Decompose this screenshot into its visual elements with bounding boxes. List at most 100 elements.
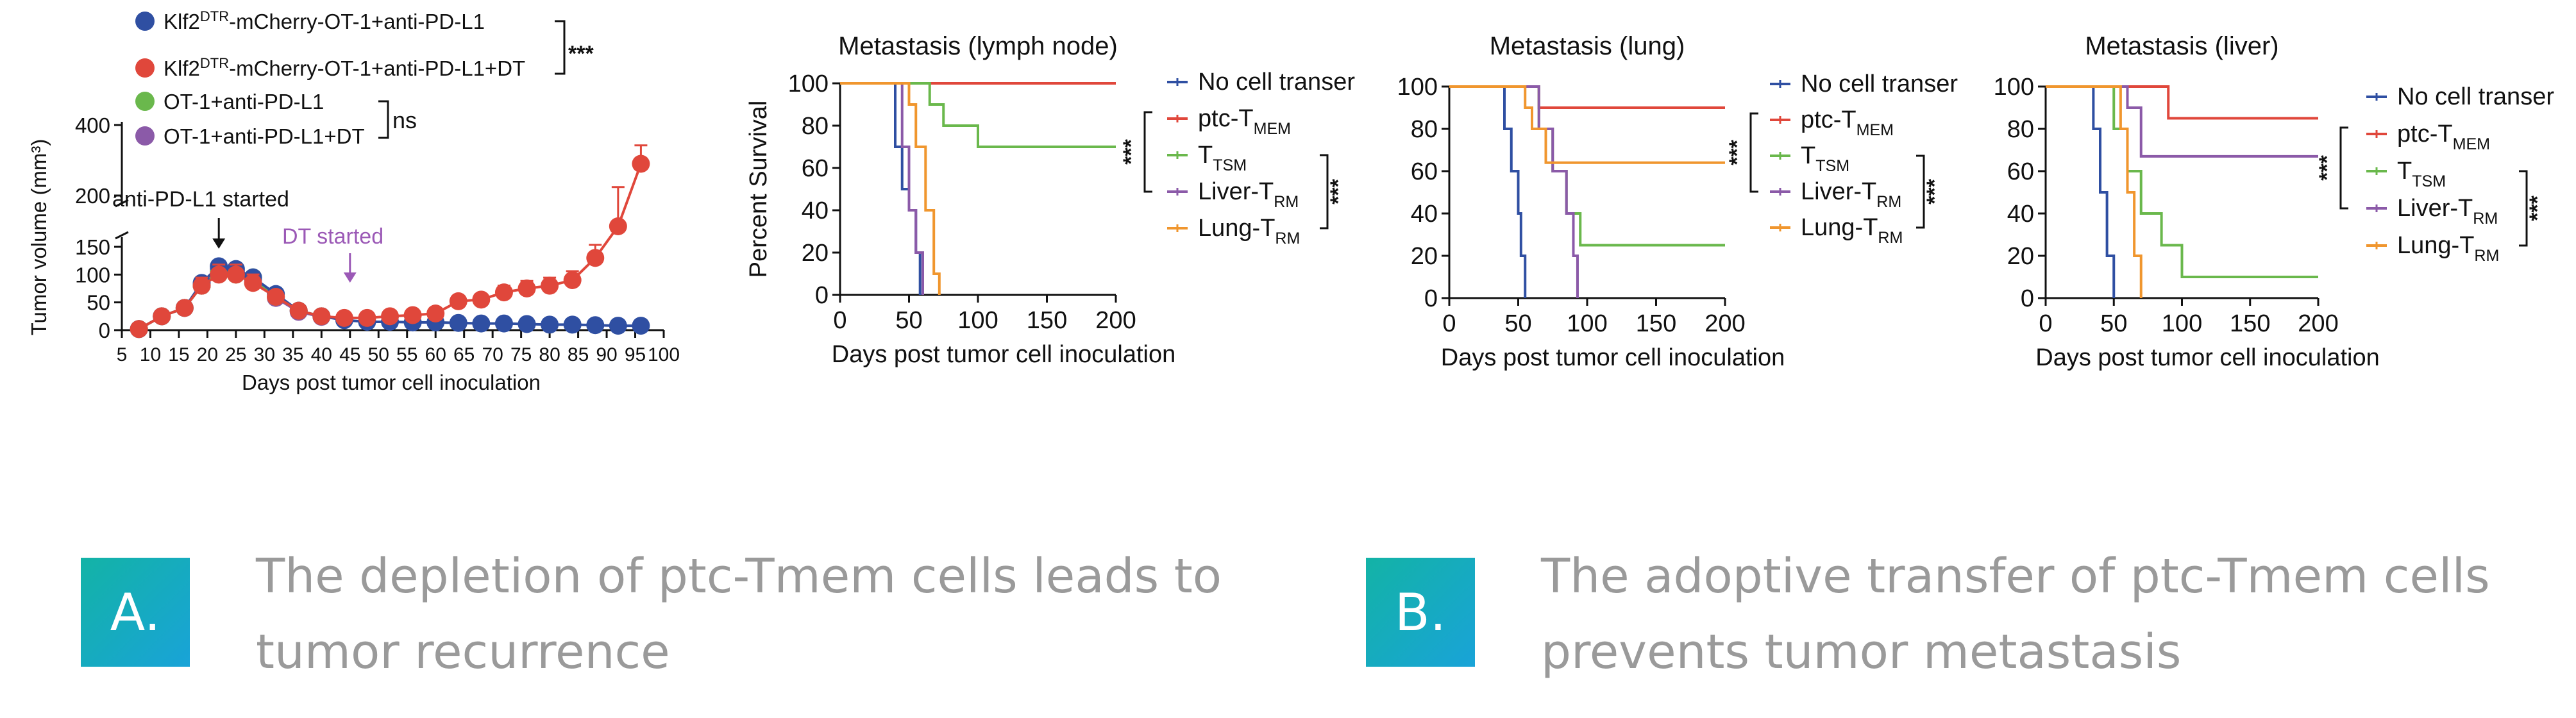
y-tick-label: 100: [75, 263, 110, 287]
legend-item-no-cell-transer: No cell transer: [1167, 69, 1355, 96]
legend-item-liver-trm: Liver-TRM: [1167, 178, 1299, 211]
x-tick-label: 50: [368, 344, 389, 365]
survival-step-line: [840, 82, 941, 295]
survival-step-line: [1449, 85, 1725, 109]
legend-item-ttsm: TTSM: [1770, 142, 1849, 175]
x-tick-label: 90: [596, 344, 617, 365]
x-tick-label: 100: [1567, 310, 1607, 337]
survival-step-line: [2046, 85, 2116, 298]
data-point: [210, 265, 228, 284]
data-point: [289, 301, 308, 320]
option-b-text: The adoptive transfer of ptc-Tmem cells …: [1541, 538, 2516, 690]
data-point: [244, 274, 262, 292]
x-tick-label: 50: [895, 307, 922, 334]
y-tick-label: 0: [99, 319, 110, 342]
option-a-line-2: tumor recurrence: [256, 624, 670, 680]
annotation-dt-started: DT started: [282, 224, 383, 249]
legend-item-ptc-tmem: ptc-TMEM: [1770, 106, 1894, 139]
legend-marker: [135, 58, 155, 78]
data-point: [494, 314, 513, 333]
x-tick-label: 150: [1027, 307, 1067, 334]
y-tick-label: 80: [802, 113, 829, 140]
significance-bracket: [1749, 112, 1758, 193]
dt-arrow-head: [343, 272, 357, 283]
survival-step-line: [1449, 85, 1725, 164]
figure-area: 0 50 100 150 200 400 5 10 15 20 25 30 35 40 45 50 55 60 65…: [27, 8, 2555, 394]
x-tick-label: 85: [568, 344, 589, 365]
significance-bracket: [1143, 111, 1152, 193]
y-tick-label: 40: [2007, 201, 2034, 228]
y-tick-label: 0: [1424, 285, 1438, 312]
annotation-pdl1-started: anti-PD-L1 started: [112, 187, 289, 212]
survival-step-line: [1449, 85, 1579, 298]
series-ttsm: [840, 82, 1116, 148]
x-tick-label: 0: [1442, 310, 1456, 337]
survival-chart-lymph-node: Metastasis (lymph node) 0 20 40 60 80 100 0 50 10…: [745, 32, 1355, 368]
legend-item-klf2dtr-mcherry-ot-1-anti-pd-l1-dt: Klf2DTR-mCherry-OT-1+anti-PD-L1+DT: [135, 55, 525, 80]
y-tick-label: 40: [1411, 201, 1438, 228]
x-axis-label: Days post tumor cell inoculation: [242, 371, 541, 394]
data-point: [494, 283, 513, 302]
legend-item-ptc-tmem: ptc-TMEM: [1167, 105, 1291, 138]
series-ttsm: [2046, 85, 2318, 278]
legend-item-lung-trm: Lung-TRM: [2366, 232, 2499, 265]
legend-label: TTSM: [2397, 158, 2446, 190]
legend-item-klf2dtr-mcherry-ot-1-anti-pd-l1: Klf2DTR-mCherry-OT-1+anti-PD-L1: [135, 8, 485, 33]
x-tick-label: 70: [482, 344, 503, 365]
significance-bracket: [2519, 170, 2528, 247]
y-tick-label: 100: [788, 71, 829, 97]
significance-label: ***: [1923, 178, 1947, 204]
x-tick-label: 100: [2162, 310, 2202, 337]
data-point: [153, 307, 171, 326]
x-tick-label: 45: [339, 344, 360, 365]
legend-label: Klf2DTR-mCherry-OT-1+anti-PD-L1: [164, 8, 485, 33]
y-tick-label: 0: [815, 282, 829, 309]
x-tick-label: 5: [117, 344, 128, 365]
significance-label: ***: [2525, 195, 2550, 221]
data-point: [586, 316, 605, 335]
data-point: [541, 315, 559, 334]
significance-label: ***: [1119, 138, 1143, 164]
legend-label: ptc-TMEM: [1801, 106, 1894, 139]
data-point: [335, 308, 353, 327]
y-tick-label: 100: [1397, 74, 1438, 101]
legend-label: Lung-TRM: [1801, 214, 1903, 247]
data-point: [586, 249, 605, 267]
x-tick-label: 100: [648, 344, 680, 365]
legend-item-liver-trm: Liver-TRM: [2366, 195, 2498, 228]
answer-option-a[interactable]: A. The depletion of ptc-Tmem cells leads…: [81, 538, 1231, 680]
data-point: [226, 265, 245, 284]
x-tick-label: 0: [833, 307, 846, 334]
axis-break-mark: [115, 199, 129, 208]
survival-step-line: [2046, 85, 2142, 298]
series-lung-trm: [840, 82, 941, 295]
legend-label: Klf2DTR-mCherry-OT-1+anti-PD-L1+DT: [164, 55, 525, 80]
y-tick-label: 60: [2007, 158, 2034, 185]
legend-label: ptc-TMEM: [2397, 121, 2490, 153]
significance-top: ***: [568, 42, 594, 66]
x-tick-label: 0: [2039, 310, 2052, 337]
axis-break-mark: [115, 231, 129, 240]
series-lung-trm: [2046, 85, 2142, 298]
answer-option-b[interactable]: B. The adoptive transfer of ptc-Tmem cel…: [1366, 538, 2516, 680]
y-tick-label: 40: [802, 197, 829, 224]
data-point: [130, 320, 148, 338]
legend-marker: [135, 12, 155, 31]
legend-label: ptc-TMEM: [1198, 105, 1291, 138]
legend-label: No cell transer: [1801, 71, 1958, 97]
option-a-badge: A.: [81, 558, 190, 667]
x-tick-label: 30: [254, 344, 275, 365]
chart-title: Metastasis (lymph node): [838, 32, 1118, 60]
data-point: [472, 290, 491, 309]
tumor-volume-chart: 0 50 100 150 200 400 5 10 15 20 25 30 35 40 45 50 55 60 65…: [27, 8, 680, 394]
legend-bracket-bottom: [378, 100, 389, 139]
x-tick-label: 200: [1705, 310, 1745, 337]
significance-label: ***: [2315, 154, 2339, 180]
survival-chart-liver: Metastasis (liver) 0 20 40 60 80 100 0 50 100 150 2…: [1994, 32, 2555, 371]
legend-item-ot-1-anti-pd-l1-dt: OT-1+anti-PD-L1+DT: [135, 124, 365, 148]
x-tick-label: 55: [396, 344, 417, 365]
significance-bottom: ns: [392, 107, 417, 133]
legend-label: TTSM: [1198, 142, 1247, 174]
legend-label: Lung-TRM: [2397, 232, 2499, 265]
